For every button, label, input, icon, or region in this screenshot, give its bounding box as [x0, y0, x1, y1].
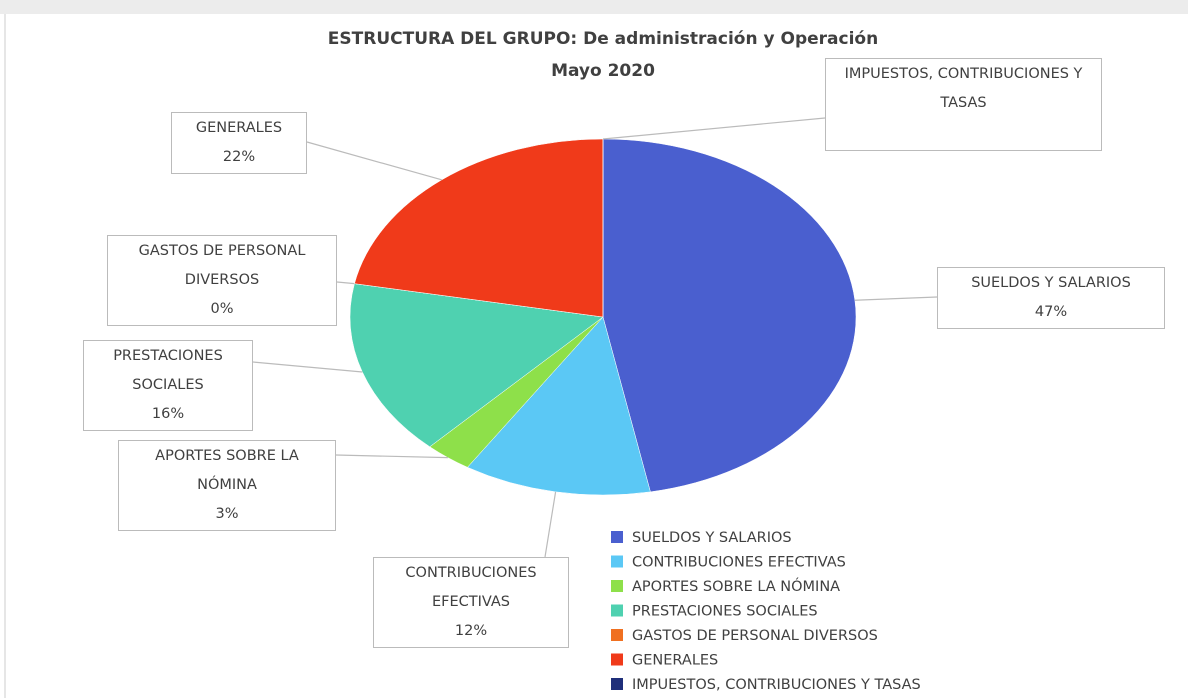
- leader-line: [335, 454, 448, 459]
- data-label-name: APORTES SOBRE LA NÓMINA: [155, 448, 299, 493]
- pie-slice: [354, 138, 604, 318]
- legend-label: GASTOS DE PERSONAL DIVERSOS: [632, 628, 878, 644]
- data-label-value: 16%: [151, 406, 185, 422]
- leader-line: [336, 281, 355, 285]
- chart-subtitle: Mayo 2020: [551, 61, 655, 81]
- data-label-value: 22%: [222, 149, 256, 165]
- data-label: IMPUESTOS, CONTRIBUCIONES Y TASAS: [825, 58, 1102, 151]
- legend-label: SUELDOS Y SALARIOS: [632, 530, 792, 546]
- legend-label: PRESTACIONES SOCIALES: [632, 604, 818, 620]
- data-label-name: GASTOS DE PERSONAL DIVERSOS: [138, 243, 306, 288]
- pie-slice: [602, 138, 857, 493]
- leader-line: [854, 296, 938, 301]
- data-label-value: 47%: [1034, 304, 1068, 320]
- data-label-name: GENERALES: [195, 120, 283, 136]
- data-label: PRESTACIONES SOCIALES 16%: [83, 340, 253, 431]
- pie-slice: [349, 283, 604, 448]
- leader-line: [544, 491, 557, 558]
- data-label-value: 0%: [210, 301, 234, 317]
- data-label: SUELDOS Y SALARIOS 47%: [937, 267, 1165, 329]
- data-label-value: 12%: [454, 623, 488, 639]
- data-label-name: PRESTACIONES SOCIALES: [113, 348, 223, 393]
- legend-swatch: [611, 629, 623, 641]
- legend-swatch: [611, 678, 623, 690]
- data-label-value: 3%: [215, 506, 239, 522]
- data-label-name: IMPUESTOS, CONTRIBUCIONES Y TASAS: [844, 66, 1083, 111]
- legend-label: GENERALES: [632, 653, 718, 669]
- legend-swatch: [611, 531, 623, 543]
- data-label: CONTRIBUCIONES EFECTIVAS 12%: [373, 557, 569, 648]
- data-label: APORTES SOBRE LA NÓMINA 3%: [118, 440, 336, 531]
- legend-label: CONTRIBUCIONES EFECTIVAS: [632, 555, 846, 571]
- legend-swatch: [611, 580, 623, 592]
- legend-label: APORTES SOBRE LA NÓMINA: [632, 577, 840, 595]
- data-label: GENERALES 22%: [171, 112, 307, 174]
- data-label: GASTOS DE PERSONAL DIVERSOS 0%: [107, 235, 337, 326]
- leader-line: [306, 141, 442, 181]
- data-label-name: SUELDOS Y SALARIOS: [971, 275, 1131, 291]
- legend-swatch: [611, 604, 623, 617]
- leader-line: [252, 361, 363, 373]
- legend-swatch: [611, 653, 623, 666]
- pie-slice: [467, 316, 651, 496]
- chart-title: ESTRUCTURA DEL GRUPO: De administración …: [328, 29, 878, 49]
- legend-swatch: [611, 555, 623, 568]
- top-band: [0, 0, 1188, 14]
- legend-label: IMPUESTOS, CONTRIBUCIONES Y TASAS: [632, 677, 921, 693]
- leader-line: [602, 117, 826, 140]
- data-label-name: CONTRIBUCIONES EFECTIVAS: [405, 565, 537, 610]
